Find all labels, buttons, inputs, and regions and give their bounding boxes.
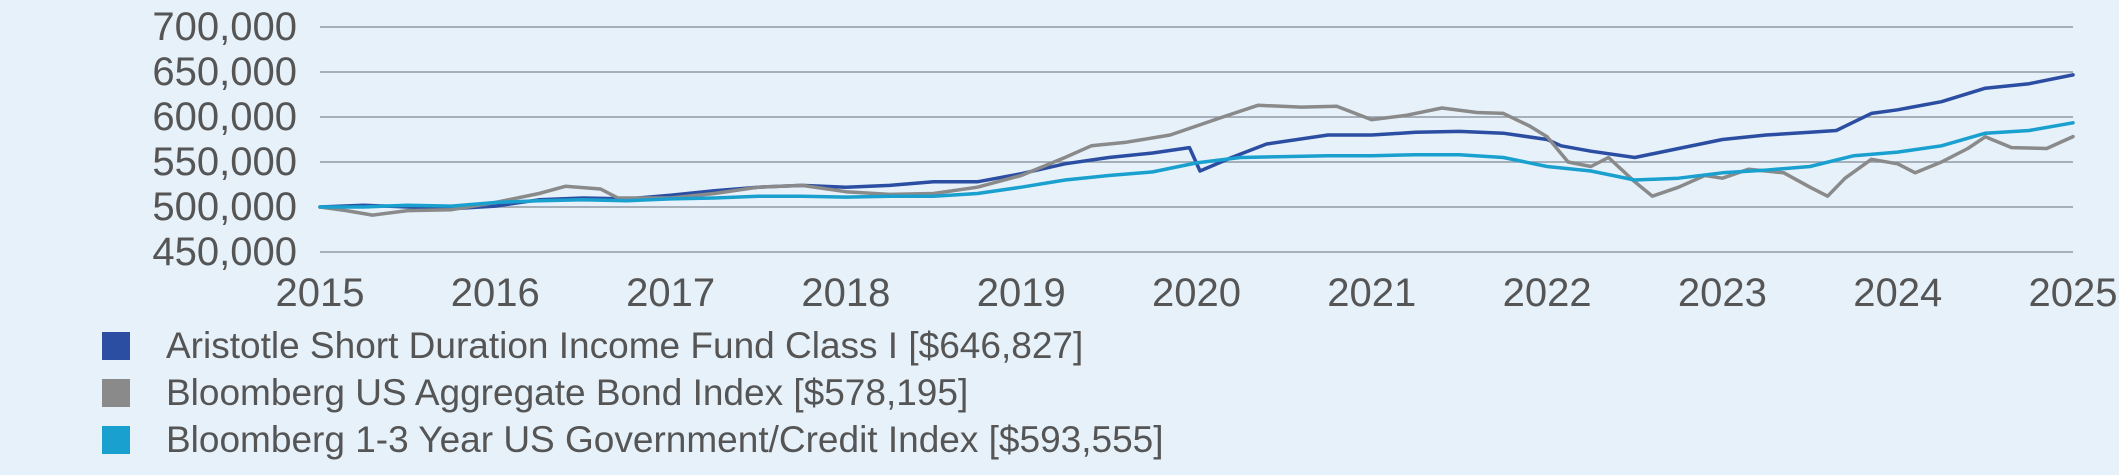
legend-label: Bloomberg US Aggregate Bond Index [$578,…: [166, 371, 969, 413]
x-tick-label: 2022: [1503, 271, 1592, 310]
legend-swatch: [102, 425, 130, 454]
y-axis-tick-labels: 450,000500,000550,000600,000650,000700,0…: [152, 5, 297, 274]
x-tick-label: 2016: [451, 271, 540, 310]
x-tick-label: 2017: [626, 271, 715, 310]
legend-label: Aristotle Short Duration Income Fund Cla…: [166, 324, 1084, 366]
legend-swatch: [102, 378, 130, 407]
y-tick-label: 450,000: [152, 230, 297, 274]
line-chart: 450,000500,000550,000600,000650,000700,0…: [152, 5, 2118, 310]
legend: Aristotle Short Duration Income Fund Cla…: [102, 322, 1164, 463]
series-line-1: [318, 103, 2075, 217]
x-tick-label: 2023: [1678, 271, 1767, 310]
series-lines: [318, 73, 2075, 217]
legend-label: Bloomberg 1-3 Year US Government/Credit …: [166, 418, 1164, 460]
x-axis-tick-labels: 2015 2016 2017 2018 2019 2020 2021 2022 2023 2024…: [276, 271, 2118, 310]
y-tick-label: 600,000: [152, 95, 297, 139]
legend-swatch: [102, 331, 130, 360]
y-tick-label: 650,000: [152, 50, 297, 94]
legend-entry-aristotle-fund: Aristotle Short Duration Income Fund Cla…: [102, 322, 1164, 369]
y-tick-label: 550,000: [152, 140, 297, 184]
x-tick-label: 2025: [2029, 271, 2118, 310]
x-tick-label: 2024: [1853, 271, 1942, 310]
series-line-2: [318, 121, 2075, 209]
x-tick-label: 2018: [801, 271, 890, 310]
y-tick-label: 700,000: [152, 5, 297, 49]
x-tick-label: 2021: [1327, 271, 1416, 310]
y-tick-label: 500,000: [152, 185, 297, 229]
legend-entry-us-aggregate: Bloomberg US Aggregate Bond Index [$578,…: [102, 369, 1164, 416]
gridlines: [320, 26, 2073, 253]
x-tick-label: 2019: [977, 271, 1066, 310]
x-tick-label: 2015: [276, 271, 365, 310]
x-tick-label: 2020: [1152, 271, 1241, 310]
legend-entry-1-3-year-index: Bloomberg 1-3 Year US Government/Credit …: [102, 416, 1164, 463]
